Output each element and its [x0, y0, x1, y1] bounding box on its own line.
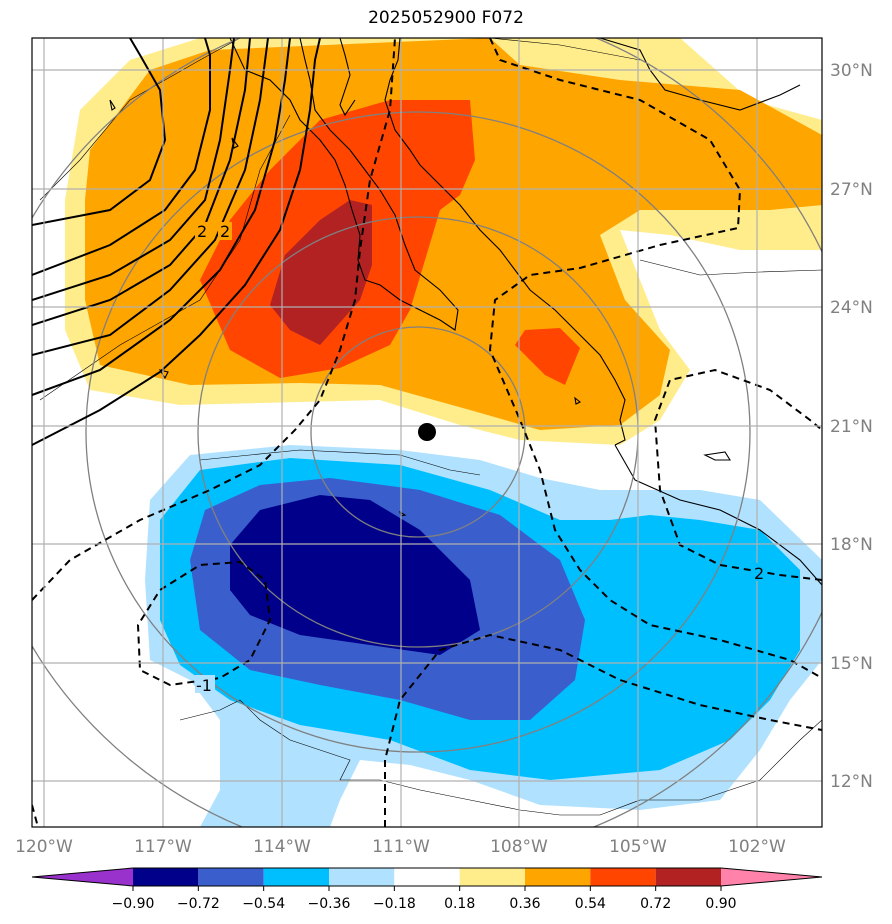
- colorbar-tick-label: 0.90: [705, 896, 736, 912]
- contour-label: 2: [754, 564, 764, 583]
- contour-label: 2: [220, 222, 230, 241]
- contour-label: -1: [196, 676, 212, 695]
- colorbar-tick-label: −0.54: [242, 896, 285, 912]
- colorbar-segment: [394, 868, 460, 886]
- colorbar-tick-label: 0.36: [509, 896, 540, 912]
- colorbar-segment: [198, 868, 264, 886]
- map-frame: [31, 37, 823, 828]
- colorbar-segment: [525, 868, 591, 886]
- colorbar-tick-label: 0.72: [640, 896, 671, 912]
- contour-label: 2: [197, 222, 207, 241]
- colorbar-segment: [590, 868, 656, 886]
- longitude-labels: 120°W 117°W 114°W 111°W 108°W 105°W 102°…: [15, 837, 786, 857]
- lat-tick-label: 15°N: [830, 654, 873, 674]
- lat-tick-label: 12°N: [830, 772, 873, 792]
- lon-tick-label: 105°W: [609, 837, 667, 857]
- colorbar-extend-high: [721, 868, 822, 886]
- lat-tick-label: 27°N: [830, 180, 873, 200]
- lon-tick-label: 114°W: [253, 837, 311, 857]
- storm-center-marker: [418, 423, 436, 441]
- graticule: [32, 38, 822, 827]
- colorbar-segment: [133, 868, 199, 886]
- lat-tick-label: 24°N: [830, 298, 873, 318]
- colorbar-extend-low: [32, 868, 133, 886]
- lon-tick-label: 120°W: [15, 837, 73, 857]
- negative-anomaly-fill: [145, 445, 822, 827]
- colorbar-tick-label: −0.36: [308, 896, 351, 912]
- negative-contours: [32, 38, 822, 827]
- coastline: [109, 38, 822, 586]
- latitude-labels: 12°N 15°N 18°N 21°N 24°N 27°N 30°N: [830, 61, 873, 792]
- map-panel: 2 2 -1 2: [32, 38, 822, 827]
- lat-tick-label: 18°N: [830, 535, 873, 555]
- map-title: 2025052900 F072: [368, 8, 524, 28]
- colorbar-tick-label: 0.54: [575, 896, 606, 912]
- colorbar-segment: [655, 868, 721, 886]
- colorbar: −0.90 −0.72 −0.54 −0.36 −0.18 0.18 0.36 0.54 0.7…: [31, 867, 823, 912]
- colorbar-tick-label: −0.90: [112, 896, 155, 912]
- colorbar-tick-label: −0.72: [177, 896, 220, 912]
- lat-tick-label: 30°N: [830, 61, 873, 81]
- lon-tick-label: 117°W: [134, 837, 192, 857]
- colorbar-segment: [459, 868, 525, 886]
- colorbar-segment: [263, 868, 329, 886]
- lat-tick-label: 21°N: [830, 417, 873, 437]
- lon-tick-label: 102°W: [728, 837, 786, 857]
- colorbar-tick-label: 0.18: [444, 896, 475, 912]
- colorbar-tick-label: −0.18: [373, 896, 416, 912]
- lon-tick-label: 108°W: [490, 837, 548, 857]
- lon-tick-label: 111°W: [372, 837, 430, 857]
- colorbar-segment: [329, 868, 395, 886]
